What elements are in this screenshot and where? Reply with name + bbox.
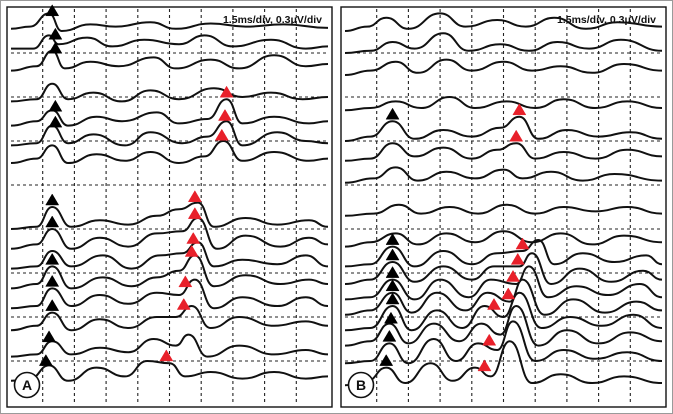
panel-label-badge	[13, 371, 41, 399]
black-triangle-marker	[385, 233, 400, 245]
black-triangle-marker	[48, 41, 63, 54]
waveform-trace	[10, 241, 329, 270]
scale-label: 1.5ms/div, 0.3μV/div	[223, 14, 322, 26]
waveform-trace	[344, 230, 663, 248]
black-triangle-marker	[385, 266, 400, 278]
panel-a: 1.5ms/div, 0.3μV/div A	[6, 4, 333, 408]
black-triangle-marker	[48, 99, 63, 112]
waveform-trace	[344, 305, 663, 347]
red-triangle-marker	[477, 359, 492, 372]
black-triangle-marker	[48, 115, 63, 128]
waveform-trace	[10, 278, 329, 310]
black-triangle-marker	[45, 4, 60, 17]
red-triangle-marker	[176, 298, 191, 310]
panel-label: B	[356, 377, 366, 393]
panel-label-badge	[347, 371, 375, 399]
red-triangle-marker	[187, 190, 202, 202]
black-triangle-marker	[45, 274, 60, 287]
red-triangle-marker	[509, 129, 524, 142]
black-triangle-marker	[45, 193, 60, 206]
waveform-trace	[344, 203, 663, 217]
waveform-trace	[344, 291, 663, 332]
red-triangle-marker	[487, 298, 501, 310]
black-triangle-marker	[38, 354, 53, 366]
red-triangle-marker	[214, 128, 229, 141]
waveform-trace	[344, 278, 663, 316]
waveform-trace	[344, 252, 663, 285]
black-triangle-marker	[42, 330, 56, 343]
black-triangle-marker	[385, 107, 400, 120]
waveform-trace	[10, 305, 329, 332]
black-triangle-marker	[385, 248, 400, 261]
black-triangle-marker	[385, 279, 400, 292]
waveform-trace	[344, 58, 663, 76]
black-triangle-marker	[45, 299, 60, 311]
red-triangle-marker	[515, 237, 530, 250]
panel-b: 1.5ms/div, 0.3μV/div B	[340, 6, 667, 408]
waveform-trace	[344, 239, 663, 268]
black-triangle-marker	[384, 311, 398, 324]
waveform-trace	[344, 166, 663, 184]
black-triangle-marker	[45, 252, 60, 265]
red-triangle-marker	[218, 108, 232, 121]
red-triangle-marker	[184, 244, 199, 257]
waveform-trace	[10, 254, 329, 290]
red-triangle-marker	[506, 269, 520, 282]
red-triangle-marker	[482, 333, 497, 346]
waveform-trace	[10, 201, 329, 230]
black-triangle-marker	[382, 329, 397, 342]
black-triangle-marker	[385, 292, 400, 305]
waveform-trace	[10, 34, 329, 50]
waveform-trace	[344, 96, 663, 112]
waveform-trace	[10, 217, 329, 250]
red-triangle-marker	[159, 349, 174, 362]
waveform-trace	[344, 320, 663, 365]
red-triangle-marker	[186, 232, 201, 244]
red-triangle-marker	[219, 85, 234, 98]
black-triangle-marker	[48, 27, 63, 40]
waveform-trace	[344, 340, 663, 387]
red-triangle-marker	[512, 103, 527, 116]
black-triangle-marker	[379, 354, 394, 366]
waveform-trace	[10, 140, 329, 164]
red-triangle-marker	[178, 275, 193, 288]
waveform-trace	[10, 82, 329, 103]
red-triangle-marker	[510, 252, 525, 265]
waveform-trace	[344, 115, 663, 142]
waveform-trace	[344, 12, 663, 32]
waveform-trace	[344, 265, 663, 301]
panel-label: A	[22, 377, 32, 393]
red-triangle-marker	[187, 207, 202, 219]
black-triangle-marker	[45, 215, 60, 228]
red-triangle-marker	[501, 287, 516, 300]
scale-label: 1.5ms/div, 0.3μV/div	[557, 14, 656, 26]
waveform-trace	[344, 32, 663, 54]
waveform-trace	[344, 142, 663, 162]
